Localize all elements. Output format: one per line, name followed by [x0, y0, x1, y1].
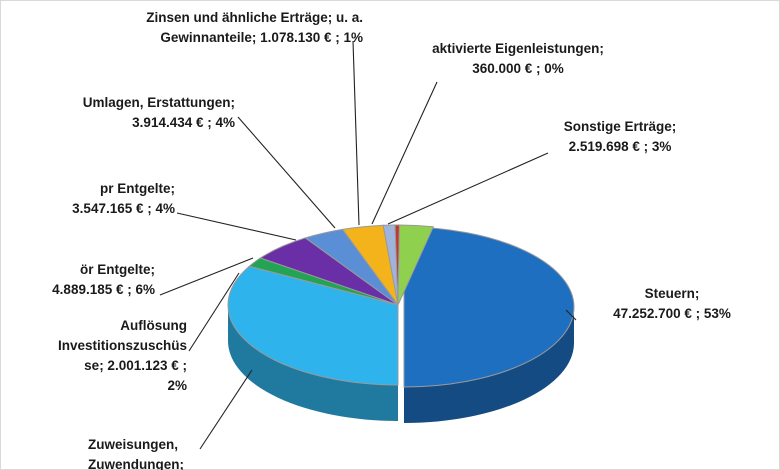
leader-line-zinsen: [352, 40, 360, 226]
leader-line-aufloesung: [188, 272, 240, 352]
slice-label-line: 2%: [167, 378, 187, 393]
pie-slice-zuweisungen: [227, 265, 399, 386]
leader-line-pr_entgelte: [176, 212, 297, 241]
slice-label-line: Auflösung: [120, 318, 187, 333]
pie-sides: [228, 305, 574, 423]
pie-side-zuweisungen: [228, 305, 398, 421]
slice-label-line: Zinsen und ähnliche Erträge; u. a.: [146, 10, 363, 25]
leader-line-steuern: [565, 309, 577, 321]
slice-label-line: 3.914.434 € ; 4%: [132, 115, 235, 130]
slice-label-steuern: Steuern; 47.252.700 € ; 53%: [613, 286, 731, 321]
slice-labels: Steuern; 47.252.700 € ; 53%Zuweisungen, Zu…: [52, 10, 731, 470]
pie-tops: [227, 224, 575, 388]
slice-label-line: se; 2.001.123 € ;: [84, 358, 187, 373]
slice-label-aktivierte: aktivierte Eigenleistungen; 360.000 € ; 0…: [432, 41, 604, 76]
slice-label-line: Steuern;: [645, 286, 700, 301]
pie-slice-steuern: [403, 226, 575, 388]
slice-label-line: 3.547.165 € ; 4%: [72, 201, 175, 216]
slice-label-line: 47.252.700 € ; 53%: [613, 306, 731, 321]
slice-label-line: Zuwendungen;: [88, 457, 184, 470]
slice-label-line: Zuweisungen,: [88, 437, 178, 452]
slice-label-line: 360.000 € ; 0%: [472, 61, 564, 76]
slice-label-umlagen: Umlagen, Erstattungen; 3.914.434 € ; 4%: [83, 95, 235, 130]
leader-line-aktivierte: [371, 81, 438, 225]
slice-label-aufloesung: Auflösung Investitionszuschüs se; 2.001.12…: [58, 318, 187, 393]
leader-line-oer_entgelte: [159, 257, 254, 296]
slice-label-zinsen: Zinsen und ähnliche Erträge; u. a. Gewinn…: [146, 10, 363, 45]
slice-label-zuweisungen: Zuweisungen, Zuwendungen;: [88, 437, 184, 470]
slice-label-line: Gewinnanteile; 1.078.130 € ; 1%: [160, 30, 363, 45]
slice-label-sonstige: Sonstige Erträge; 2.519.698 € ; 3%: [564, 119, 677, 154]
leader-lines: [159, 40, 577, 450]
slice-label-line: pr Entgelte;: [100, 181, 175, 196]
slice-label-line: ör Entgelte;: [80, 262, 155, 277]
leader-line-umlagen: [237, 116, 336, 229]
slice-label-line: Investitionszuschüs: [58, 338, 187, 353]
slice-label-pr_entgelte: pr Entgelte; 3.547.165 € ; 4%: [72, 181, 175, 216]
slice-label-line: Sonstige Erträge;: [564, 119, 677, 134]
pie-slice-sonstige: [397, 224, 435, 306]
slice-label-line: Umlagen, Erstattungen;: [83, 95, 235, 110]
slice-label-line: aktivierte Eigenleistungen;: [432, 41, 604, 56]
leader-line-sonstige: [387, 152, 549, 225]
pie-side-steuern: [404, 307, 574, 423]
slice-label-line: 4.889.185 € ; 6%: [52, 282, 155, 297]
leader-line-zuweisungen: [199, 369, 253, 450]
slice-label-oer_entgelte: ör Entgelte; 4.889.185 € ; 6%: [52, 262, 155, 297]
slice-label-line: 2.519.698 € ; 3%: [569, 139, 672, 154]
